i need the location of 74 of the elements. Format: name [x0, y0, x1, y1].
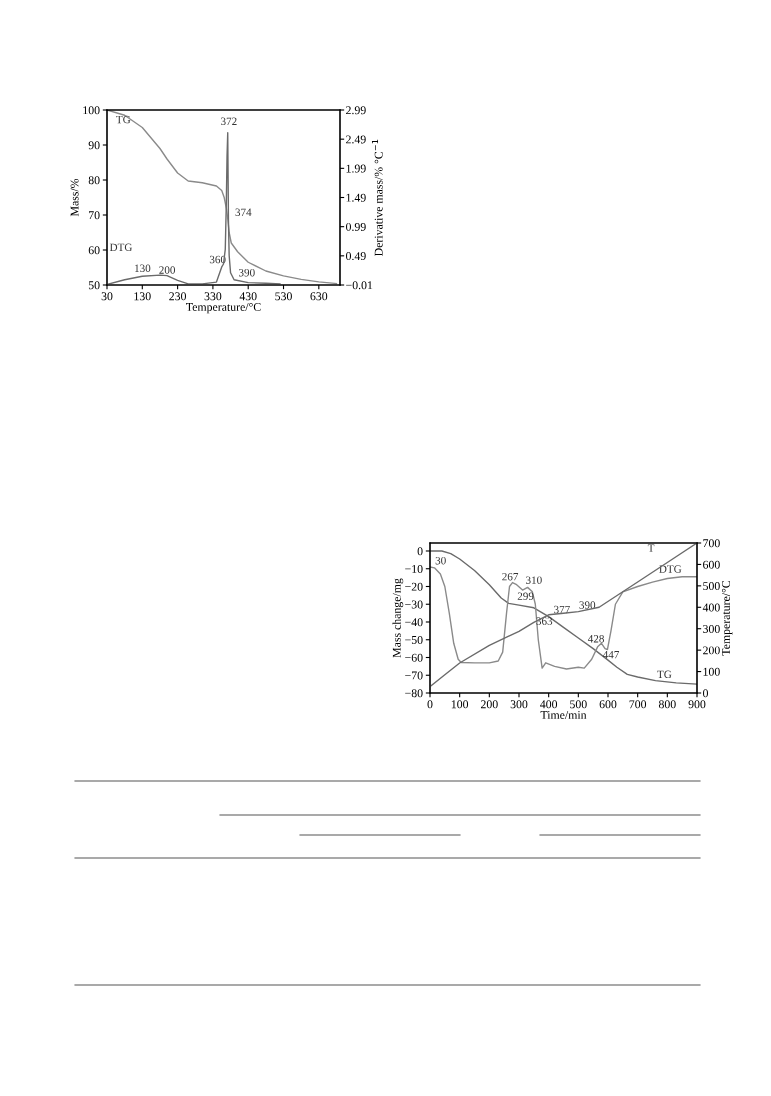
y-tick-label: 70 [89, 211, 100, 220]
y2-axis-title: Derivative mass/% °C$^{−1}$ [371, 139, 383, 257]
line-series [430, 566, 697, 670]
y2-tick-label: 2.49 [346, 135, 366, 144]
annotation: 310 [526, 576, 542, 584]
x-tick-label: 130 [134, 292, 151, 301]
x-tick-label: 200 [481, 700, 498, 709]
y2-tick-label: 500 [703, 582, 720, 591]
y-tick-label: −80 [405, 689, 423, 698]
annotation: 374 [235, 208, 252, 217]
x-tick-label: 30 [101, 292, 113, 301]
y-tick-label: −60 [405, 653, 423, 662]
annotation: 428 [587, 635, 604, 643]
y-tick-label: −70 [405, 671, 423, 680]
y-tick-label: −30 [405, 600, 423, 609]
y2-tick-label: 0.49 [346, 252, 366, 261]
x-axis-title: Temperature/°C [186, 302, 261, 314]
annotation: 267 [502, 572, 519, 581]
annotation: TG [657, 670, 672, 679]
y2-tick-label: 1.99 [346, 164, 366, 173]
x-tick-label: 530 [275, 292, 292, 301]
y2-tick-label: 200 [703, 646, 720, 655]
y-tick-label: 60 [88, 246, 100, 255]
annotation: 390 [239, 268, 255, 277]
annotation: DTG [659, 565, 682, 573]
y-axis-title: Mass change/mg [392, 578, 404, 658]
annotation: 390 [579, 601, 596, 609]
y-tick-label: −20 [405, 582, 423, 591]
y2-tick-label: 700 [703, 539, 720, 548]
annotation: TG [116, 115, 131, 124]
y-tick-label: −10 [405, 564, 423, 573]
x-tick-label: 700 [629, 700, 647, 709]
annotation: 372 [221, 117, 237, 126]
annotation: 200 [159, 266, 176, 274]
annotation: 447 [602, 651, 620, 659]
y2-tick-label: 600 [703, 560, 720, 569]
annotation: 299 [517, 592, 534, 600]
y-tick-label: 90 [88, 141, 100, 150]
y2-tick-label: 400 [702, 603, 720, 612]
x-tick-label: 800 [658, 700, 676, 709]
x-tick-label: 600 [599, 700, 617, 709]
annotation: 130 [135, 264, 151, 273]
y-tick-label: 80 [88, 176, 100, 185]
y-tick-label: 0 [417, 547, 423, 556]
x-axis-title: Time/min [540, 711, 587, 719]
line-series [107, 132, 281, 285]
x-tick-label: 900 [688, 700, 706, 709]
y2-tick-label: 0.99 [346, 222, 366, 231]
y2-tick-label: 2.99 [346, 106, 366, 115]
x-tick-label: 500 [570, 700, 587, 709]
x-tick-label: 230 [169, 292, 187, 301]
x-tick-label: 630 [310, 292, 328, 301]
y2-tick-label: −0.01 [346, 281, 373, 290]
y-tick-label: −40 [405, 618, 423, 627]
annotation: DTG [109, 243, 133, 252]
x-tick-label: 300 [510, 700, 528, 709]
y2-tick-label: 100 [703, 667, 720, 676]
annotation: 30 [435, 556, 446, 565]
annotation: 377 [554, 605, 570, 614]
y-tick-label: 100 [83, 106, 100, 115]
y2-tick-label: 1.49 [346, 193, 366, 202]
x-tick-label: 430 [239, 292, 257, 301]
x-tick-label: 400 [540, 700, 558, 709]
y2-axis-title: Temperature/°C [721, 580, 733, 656]
x-tick-label: 100 [451, 700, 469, 709]
y2-tick-label: 0 [703, 689, 709, 698]
y-tick-label: 50 [88, 281, 100, 290]
y-axis-title: Mass/% [70, 178, 79, 217]
x-tick-label: 0 [427, 700, 433, 709]
x-tick-label: 330 [204, 292, 222, 301]
annotation: 363 [536, 617, 553, 625]
annotation: T [647, 544, 655, 552]
y2-tick-label: 300 [703, 624, 720, 633]
y-tick-label: −50 [405, 635, 423, 644]
